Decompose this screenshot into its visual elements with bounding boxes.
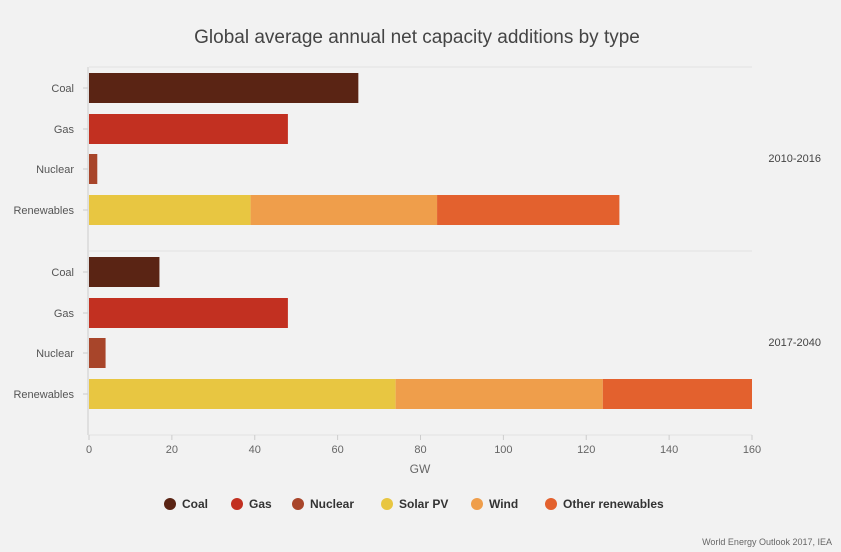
category-label: Gas xyxy=(54,124,75,136)
x-tick-label: 40 xyxy=(249,444,261,456)
legend-swatch-coal xyxy=(164,498,176,510)
category-label: Renewables xyxy=(13,389,74,401)
x-axis-title: GW xyxy=(410,462,431,476)
legend-label-nuclear: Nuclear xyxy=(310,497,354,511)
bar-coal xyxy=(89,257,160,287)
category-label: Nuclear xyxy=(36,164,74,176)
category-label: Coal xyxy=(51,267,74,279)
bar-gas xyxy=(89,298,288,328)
x-tick-label: 160 xyxy=(743,444,761,456)
category-label: Gas xyxy=(54,308,75,320)
bar-other-renewables xyxy=(602,379,752,409)
bar-nuclear xyxy=(89,338,106,368)
legend-label-coal: Coal xyxy=(182,497,208,511)
x-tick-label: 120 xyxy=(577,444,595,456)
x-tick-label: 0 xyxy=(86,444,92,456)
legend-swatch-gas xyxy=(231,498,243,510)
plot-area: 0 20 40 60 80 100 120 140 160 2010-2016 Coal Gas Nuc… xyxy=(13,66,821,456)
legend-label-other-renewables: Other renewables xyxy=(563,497,664,511)
legend-swatch-wind xyxy=(471,498,483,510)
category-label: Nuclear xyxy=(36,348,74,360)
bar-gas xyxy=(89,114,288,144)
source-note: World Energy Outlook 2017, IEA xyxy=(702,537,832,547)
bar-coal xyxy=(89,73,359,103)
bar-other-renewables xyxy=(437,195,620,225)
group-label: 2017-2040 xyxy=(768,337,821,349)
bar-wind xyxy=(250,195,438,225)
chart-title: Global average annual net capacity addit… xyxy=(194,27,640,48)
category-label: Coal xyxy=(51,83,74,95)
x-tick-label: 80 xyxy=(414,444,426,456)
group-label: 2010-2016 xyxy=(768,153,821,165)
legend-swatch-nuclear xyxy=(292,498,304,510)
x-tick-label: 20 xyxy=(166,444,178,456)
legend-label-wind: Wind xyxy=(489,497,518,511)
category-label: Renewables xyxy=(13,205,74,217)
legend: Coal Gas Nuclear Solar PV Wind Other renewabl… xyxy=(164,497,664,511)
legend-label-solar-pv: Solar PV xyxy=(399,497,448,511)
x-tick-label: 140 xyxy=(660,444,678,456)
x-tick-label: 100 xyxy=(494,444,512,456)
bar-solar-pv xyxy=(89,379,396,409)
legend-swatch-other-renewables xyxy=(545,498,557,510)
legend-swatch-solar-pv xyxy=(381,498,393,510)
x-tick-label: 60 xyxy=(332,444,344,456)
legend-label-gas: Gas xyxy=(249,497,272,511)
bar-wind xyxy=(395,379,603,409)
bar-nuclear xyxy=(89,154,98,184)
bar-solar-pv xyxy=(89,195,251,225)
